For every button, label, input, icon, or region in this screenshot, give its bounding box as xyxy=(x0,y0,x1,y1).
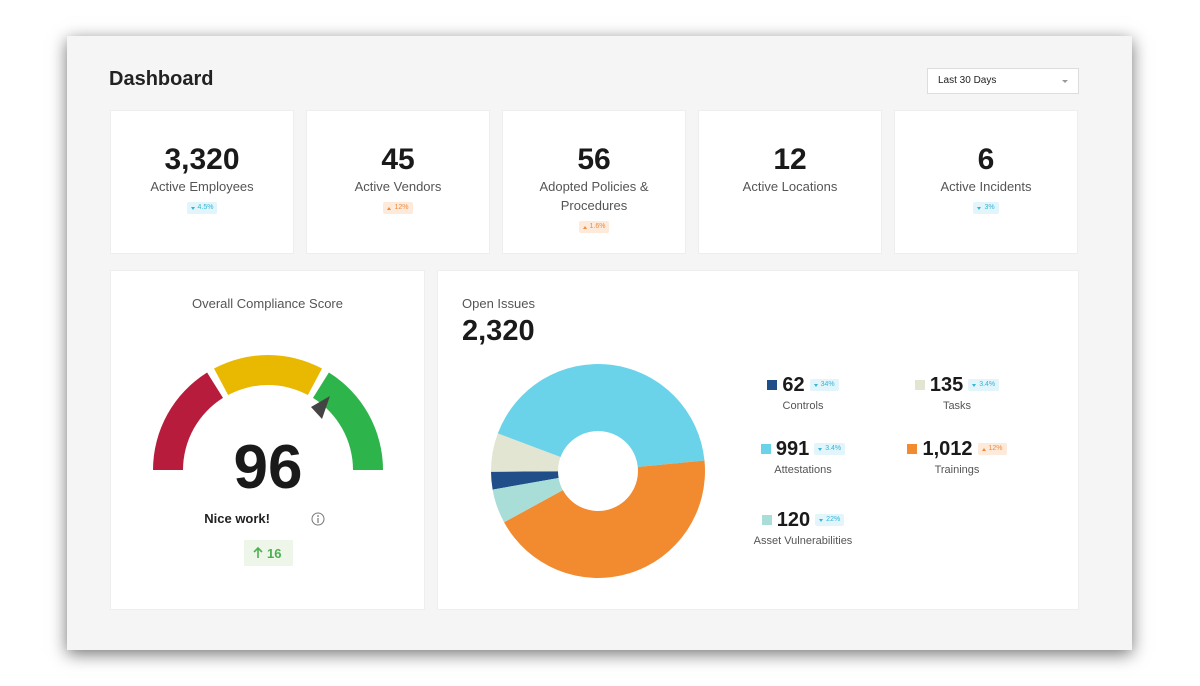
legend-item: 991 3.4% Attestations xyxy=(723,437,883,476)
kpi-label: Active Employees xyxy=(150,179,254,194)
open-issues-total: 2,320 xyxy=(462,315,535,347)
donut-slice xyxy=(492,477,563,523)
gauge-segment-low xyxy=(153,372,223,470)
change-badge xyxy=(244,540,293,566)
trend-badge: 4.5% xyxy=(186,202,218,214)
legend-item: 62 34% Controls xyxy=(723,373,883,412)
period-label: Last 30 Days xyxy=(938,75,997,86)
trend-badge: 12% xyxy=(383,202,413,214)
dropdown-caret xyxy=(1062,80,1068,83)
legend-swatch xyxy=(761,515,772,525)
info-icon[interactable] xyxy=(311,512,325,526)
kpi-value: 6 xyxy=(977,143,995,176)
kpi-card: 12 Active Locations xyxy=(698,110,882,254)
legend-swatch xyxy=(907,444,918,454)
kpi-label: Active Incidents xyxy=(940,179,1032,194)
legend-value: 120 xyxy=(776,509,811,531)
legend-name: Attestations xyxy=(774,464,832,476)
kpi-value: 45 xyxy=(381,143,415,176)
donut-chart xyxy=(491,363,706,579)
donut-slice xyxy=(491,433,561,472)
gauge-needle xyxy=(311,396,330,419)
gauge-segment-mid xyxy=(214,355,322,395)
kpi-value: 56 xyxy=(577,143,611,176)
legend-item: 120 22% Asset Vulnerabilities xyxy=(723,508,883,547)
kpi-card: 45 Active Vendors 12% xyxy=(306,110,490,254)
period-dropdown[interactable]: Last 30 Days xyxy=(927,68,1079,94)
legend-swatch xyxy=(767,380,778,390)
donut-slice xyxy=(491,471,559,490)
trend-badge: 1.6% xyxy=(578,221,610,233)
compliance-change: 16 xyxy=(267,546,281,561)
compliance-score: 96 xyxy=(234,433,303,502)
legend-name: Controls xyxy=(782,400,824,412)
legend-row: 1,012 12% xyxy=(907,437,1007,461)
compliance-message: Nice work! xyxy=(204,511,270,526)
legend-name: Trainings xyxy=(934,464,980,476)
legend-value: 62 xyxy=(782,374,805,396)
legend-value: 991 xyxy=(775,438,810,460)
donut-slice xyxy=(497,363,705,468)
donut-slice xyxy=(504,460,706,579)
legend-row: 991 3.4% xyxy=(760,437,846,461)
legend-name: Tasks xyxy=(942,400,972,412)
trend-badge: 22% xyxy=(815,514,845,526)
kpi-card: 3,320 Active Employees 4.5% xyxy=(110,110,294,254)
kpi-label: Adopted Policies & Procedures xyxy=(539,179,649,213)
kpi-label: Active Vendors xyxy=(354,179,442,194)
legend-name: Asset Vulnerabilities xyxy=(753,535,853,547)
legend-item: 1,012 12% Trainings xyxy=(877,437,1037,476)
legend-value: 1,012 xyxy=(922,438,973,460)
kpi-card: 6 Active Incidents 3% xyxy=(894,110,1078,254)
legend-swatch xyxy=(914,380,925,390)
legend-swatch xyxy=(760,444,771,454)
legend-row: 120 22% xyxy=(761,508,845,532)
legend-item: 135 3.4% Tasks xyxy=(877,373,1037,412)
legend-row: 135 3.4% xyxy=(914,373,1000,397)
kpi-label: Active Locations xyxy=(742,179,838,194)
page-title: Dashboard xyxy=(109,68,214,90)
trend-badge: 12% xyxy=(977,443,1007,455)
kpi-card: 56 Adopted Policies & Procedures 1.6% xyxy=(502,110,686,254)
trend-badge: 3.4% xyxy=(968,379,1000,391)
compliance-title: Overall Compliance Score xyxy=(191,296,343,311)
legend-value: 135 xyxy=(929,374,964,396)
legend-row: 62 34% xyxy=(767,373,839,397)
trend-badge: 3% xyxy=(973,202,999,214)
open-issues-title: Open Issues xyxy=(462,296,535,311)
kpi-value: 3,320 xyxy=(164,143,240,176)
gauge-segment-high xyxy=(313,372,383,470)
trend-badge: 3.4% xyxy=(814,443,846,455)
trend-badge: 34% xyxy=(809,379,839,391)
kpi-value: 12 xyxy=(773,143,807,176)
up-arrow xyxy=(253,546,263,558)
